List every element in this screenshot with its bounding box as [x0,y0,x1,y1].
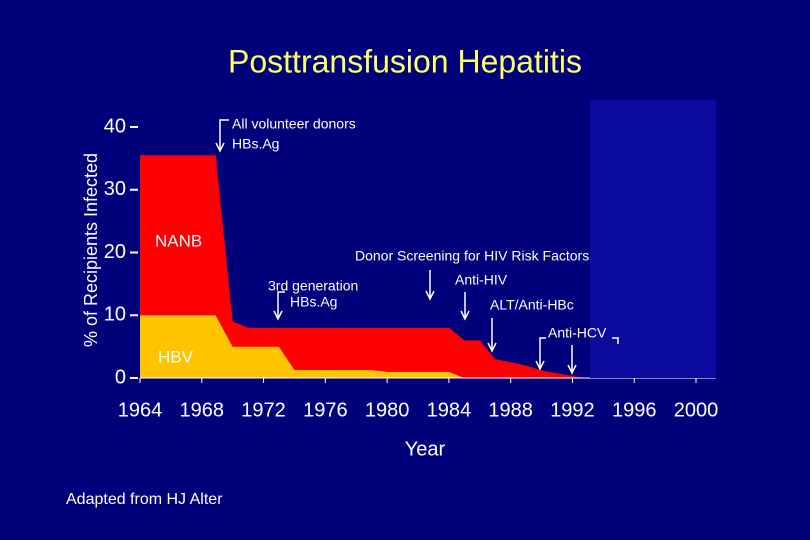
annotation: Anti-HCV [548,325,607,341]
x-tick-label: 1964 [118,399,163,421]
annotation: ALT/Anti-HBc [490,297,574,313]
chart-title: Posttransfusion Hepatitis [228,43,582,79]
annotation: Donor Screening for HIV Risk Factors [355,248,589,264]
arrows [215,119,619,375]
x-tick-label: 1988 [488,399,533,421]
annotation: Anti-HIV [455,272,508,288]
x-tick-label: 1980 [365,399,410,421]
x-tick-label: 1972 [241,399,286,421]
y-tick-label: 30 [104,178,126,200]
arrow [567,345,577,375]
annotation: HBs.Ag [290,294,337,310]
source-note: Adapted from HJ Alter [66,491,223,508]
arrow [215,119,229,153]
overlay-box [590,100,716,378]
area [140,155,588,378]
y-tick-label: 40 [104,115,126,137]
series-label: NANB [155,231,202,250]
y-axis-label: % of Recipients Infected [81,153,101,347]
arrow [487,318,497,353]
x-axis-label: Year [405,438,446,460]
arrow [535,337,546,371]
y-tick-label: 0 [115,366,126,388]
arrow [273,291,285,321]
annotation: 3rd generation [268,278,358,294]
annotation: All volunteer donors [232,116,356,132]
y-tick-label: 20 [104,241,126,263]
x-tick-label: 1992 [550,399,595,421]
x-tick-label: 1984 [427,399,472,421]
arrow [460,292,470,321]
arrow [612,337,619,344]
series-label: HBV [158,347,194,366]
x-tick-label: 1976 [303,399,348,421]
x-tick-label: 2000 [674,399,719,421]
y-tick-label: 10 [104,304,126,326]
x-tick-label: 1996 [612,399,657,421]
x-tick-label: 1968 [180,399,225,421]
plot-area: 0 10 20 30 40 1964 1968 1972 1976 1980 1984 1988 199… [104,115,719,421]
annotation: HBs.Ag [232,136,279,152]
arrow [425,270,435,301]
area [140,315,588,378]
